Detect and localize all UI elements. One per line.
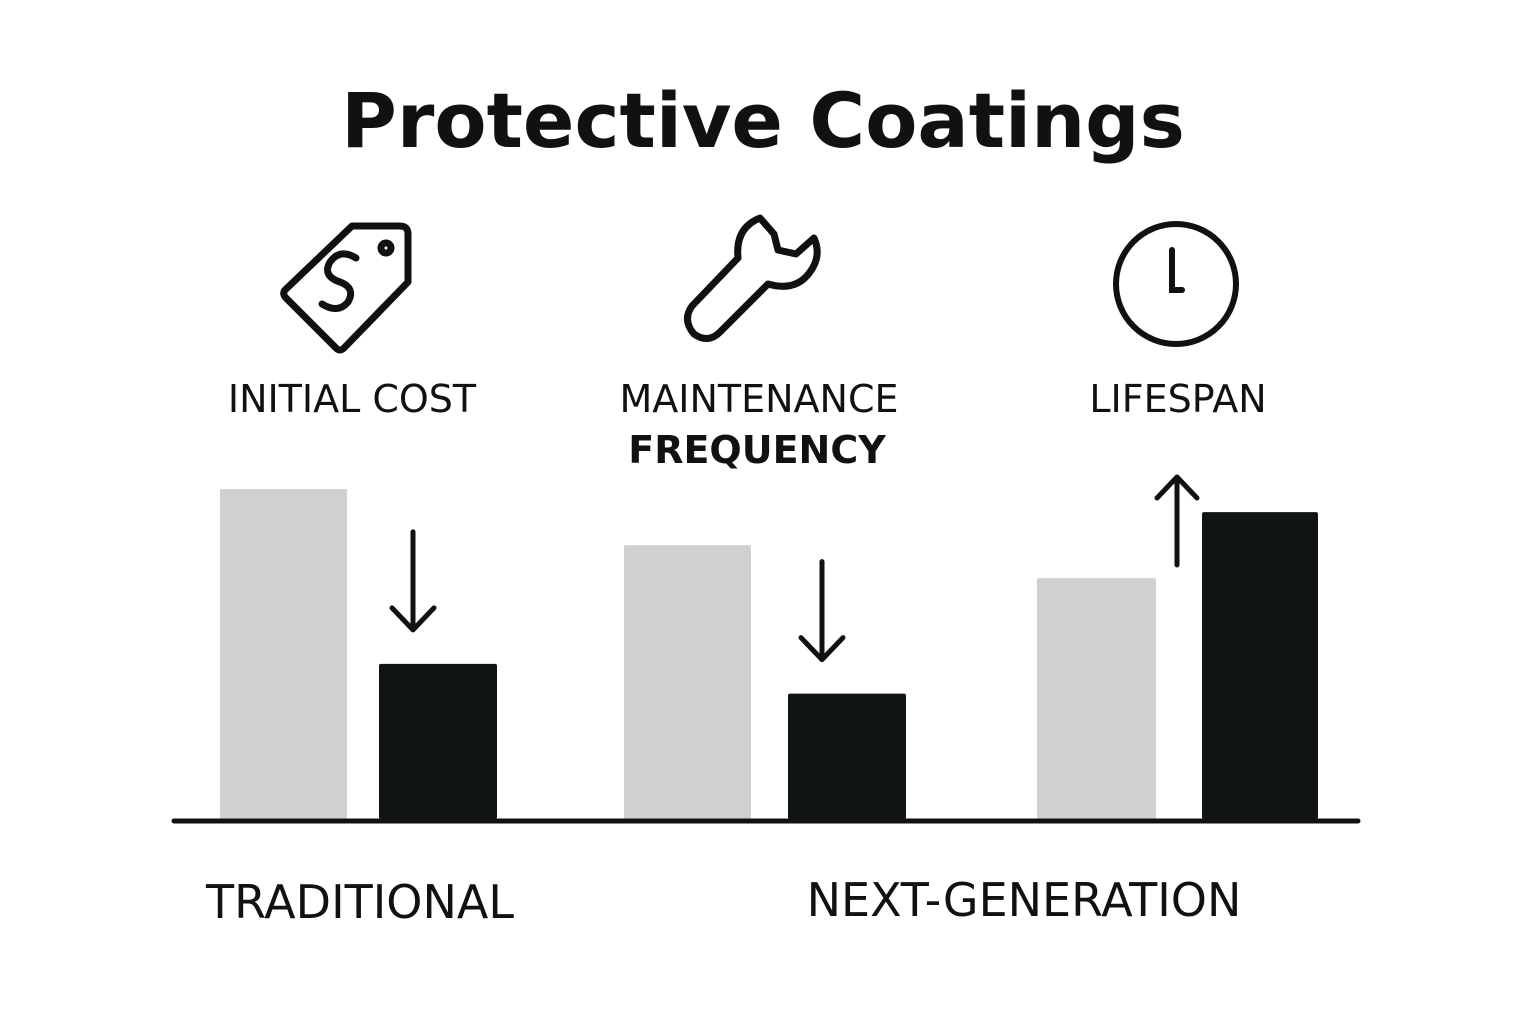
arrow-down-icon (798, 559, 846, 663)
clock-icon (1113, 221, 1239, 347)
bar-traditional (1037, 578, 1156, 819)
category-label: FREQUENCY (628, 428, 886, 472)
category-label: LIFESPAN (1089, 377, 1266, 421)
price-tag-dollar-icon (280, 222, 412, 354)
chart-title: Protective Coatings (341, 76, 1185, 165)
wrench-icon (684, 214, 821, 342)
bar-traditional (624, 545, 751, 819)
bar-next-generation (379, 663, 497, 819)
arrow-up-icon (1154, 474, 1200, 568)
category-label: MAINTENANCE (619, 377, 898, 421)
legend-traditional: TRADITIONAL (205, 875, 514, 929)
bar-next-generation (788, 693, 906, 819)
bar-traditional (220, 489, 347, 819)
category-label: INITIAL COST (228, 377, 477, 421)
arrow-down-icon (389, 529, 437, 633)
legend-next-generation: NEXT-GENERATION (807, 873, 1242, 927)
bar-next-generation (1202, 512, 1318, 819)
